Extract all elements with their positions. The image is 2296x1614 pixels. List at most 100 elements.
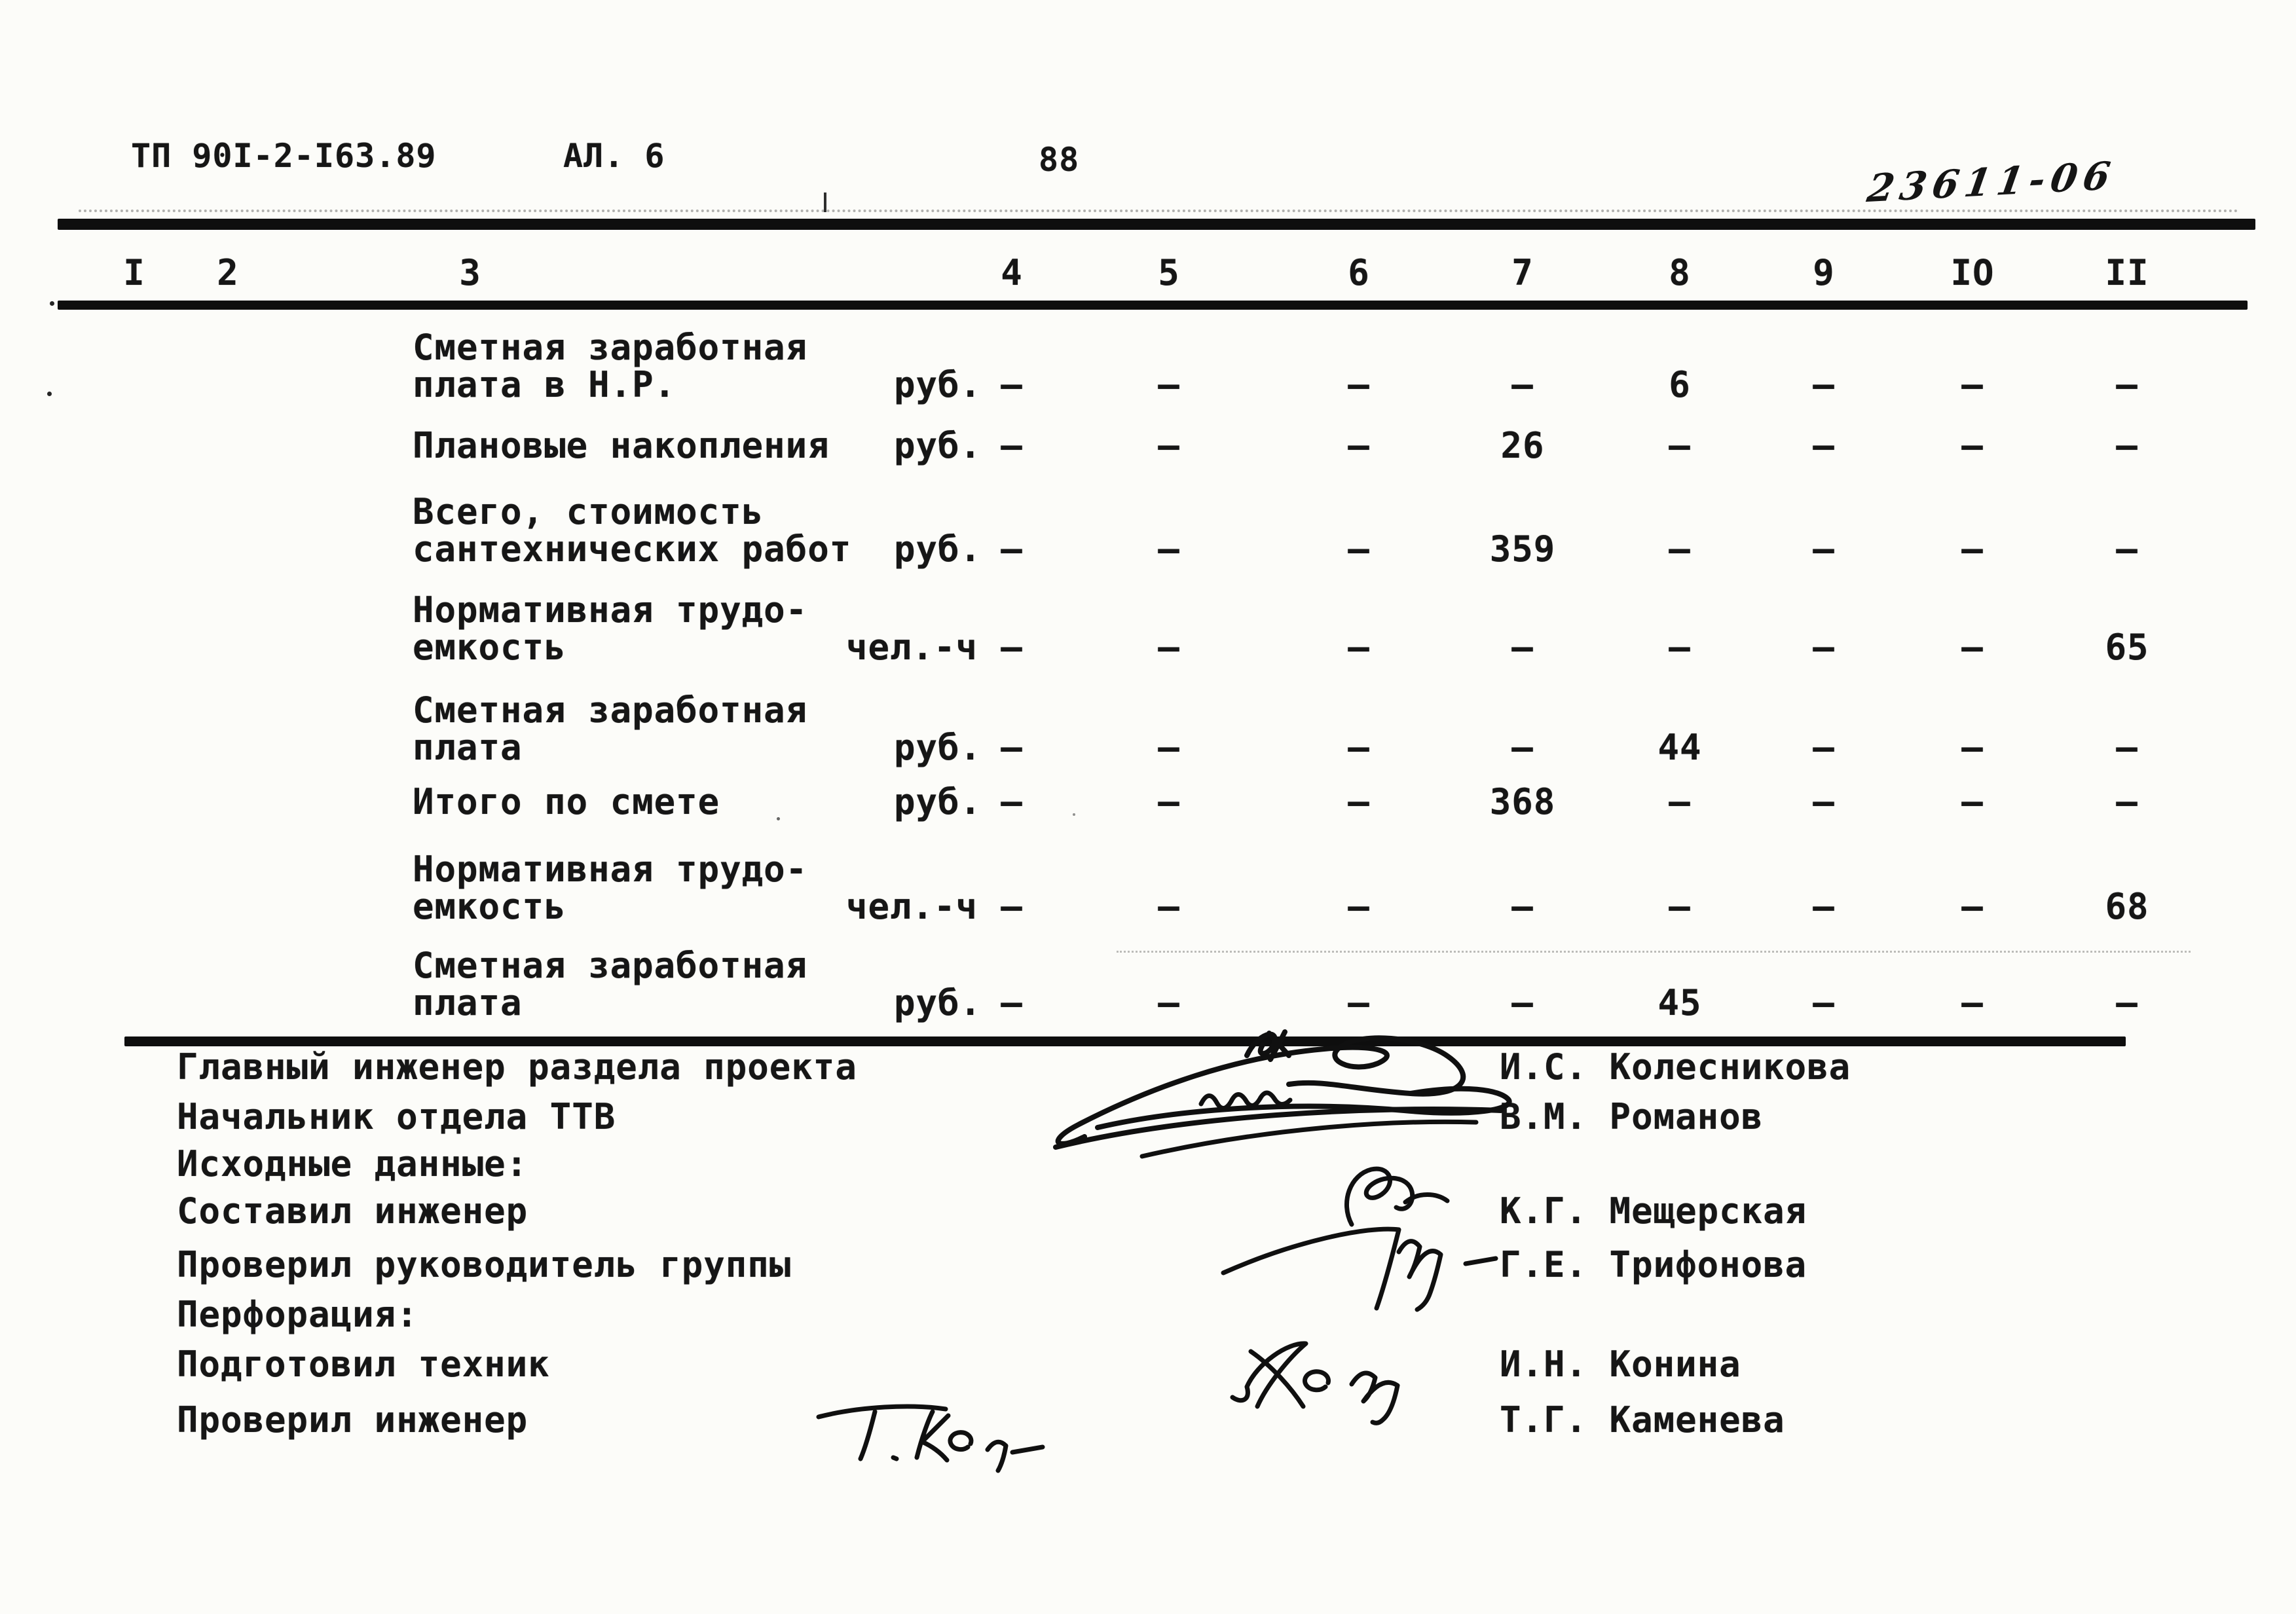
- column-number: 8: [1669, 252, 1691, 293]
- row-value-cell: –: [1813, 727, 1835, 768]
- row-label-line: сантехнических работ: [413, 528, 852, 570]
- row-value-cell: 68: [2105, 886, 2149, 927]
- row-label-line: плата: [413, 982, 523, 1023]
- signatory-role: Подготовил техник: [177, 1344, 550, 1385]
- column-number: II: [2105, 252, 2149, 293]
- doc-code: ТП 90I-2-I63.89: [131, 137, 437, 175]
- row-value-cell: –: [1158, 627, 1180, 668]
- row-value-cell: –: [1961, 364, 1984, 405]
- row-value-cell: 6: [1669, 364, 1691, 405]
- signatory-role: Составил инженер: [177, 1190, 528, 1232]
- signatory-role: Проверил руководитель группы: [177, 1244, 792, 1285]
- signatory-name: Г.Е. Трифонова: [1500, 1244, 1807, 1285]
- row-value-cell: –: [1001, 425, 1023, 466]
- column-number: 6: [1348, 252, 1370, 293]
- row-value-cell: –: [1348, 886, 1370, 927]
- signatory-role: Проверил инженер: [177, 1399, 528, 1440]
- signatory-name: И.С. Колесникова: [1500, 1046, 1851, 1088]
- row-value-cell: –: [1961, 627, 1984, 668]
- row-label-line: емкость: [413, 627, 566, 668]
- row-value-cell: –: [1961, 425, 1984, 466]
- row-value-cell: –: [2116, 982, 2138, 1023]
- row-unit: руб.: [894, 364, 982, 405]
- row-value-cell: –: [1511, 886, 1534, 927]
- row-value-cell: –: [1669, 627, 1691, 668]
- row-value-cell: –: [2116, 781, 2138, 822]
- row-unit: руб.: [894, 425, 982, 466]
- row-value-cell: –: [1348, 727, 1370, 768]
- row-value-cell: –: [1158, 364, 1180, 405]
- row-value-cell: –: [1158, 781, 1180, 822]
- margin-dot: [50, 301, 54, 306]
- row-unit: руб.: [894, 781, 982, 822]
- row-label-line: Итого по смете: [413, 781, 720, 822]
- stray-dot: [777, 817, 780, 820]
- row-value-cell: –: [1669, 886, 1691, 927]
- row-value-cell: –: [1813, 781, 1835, 822]
- row-value-cell: –: [1961, 781, 1984, 822]
- row-value-cell: –: [1511, 627, 1534, 668]
- row-label-line: Нормативная трудо-: [413, 589, 808, 631]
- row-value-cell: –: [1001, 886, 1023, 927]
- row-unit: руб.: [894, 727, 982, 768]
- signatory-name: В.М. Романов: [1500, 1096, 1764, 1137]
- signatory-name: К.Г. Мещерская: [1500, 1190, 1807, 1232]
- signature-meshcherskaya: [1344, 1166, 1450, 1227]
- row-value-cell: –: [2116, 364, 2138, 405]
- row-label-line: Всего, стоимость: [413, 491, 764, 532]
- column-number: 9: [1813, 252, 1835, 293]
- column-number: 3: [459, 252, 481, 293]
- scan-noise-band: [79, 210, 2240, 212]
- row-value-cell: 65: [2105, 627, 2149, 668]
- row-value-cell: –: [1158, 528, 1180, 570]
- row-value-cell: –: [1669, 528, 1691, 570]
- row-value-cell: –: [1158, 727, 1180, 768]
- row-value-cell: 44: [1657, 727, 1702, 768]
- row-value-cell: –: [1001, 982, 1023, 1023]
- row-label-line: Плановые накопления: [413, 425, 830, 466]
- row-unit: чел.-ч: [846, 627, 978, 668]
- row-label-line: Сметная заработная: [413, 689, 808, 731]
- row-value-cell: –: [1001, 781, 1023, 822]
- row-value-cell: –: [1348, 425, 1370, 466]
- row-value-cell: –: [1001, 528, 1023, 570]
- row-value-cell: –: [1961, 886, 1984, 927]
- row-label-line: плата: [413, 727, 523, 768]
- signatory-role: Начальник отдела ТТВ: [177, 1096, 616, 1137]
- column-number: I: [123, 252, 145, 293]
- row-value-cell: –: [1669, 781, 1691, 822]
- row-value-cell: –: [1813, 528, 1835, 570]
- header-rule: [58, 301, 2248, 310]
- row-value-cell: 45: [1657, 982, 1702, 1023]
- row-value-cell: –: [1813, 886, 1835, 927]
- row-value-cell: –: [2116, 425, 2138, 466]
- margin-dot: [47, 392, 52, 396]
- row-value-cell: –: [1348, 528, 1370, 570]
- row-value-cell: –: [1158, 425, 1180, 466]
- row-value-cell: –: [1669, 425, 1691, 466]
- column-number: 7: [1511, 252, 1534, 293]
- row-value-cell: –: [1511, 364, 1534, 405]
- signature-trifonova: [1221, 1226, 1498, 1312]
- signature-konina: [1230, 1341, 1400, 1425]
- row-value-cell: –: [1961, 982, 1984, 1023]
- signatory-name: И.Н. Конина: [1500, 1344, 1741, 1385]
- faint-dotted-separator: [1117, 951, 2191, 953]
- row-value-cell: 26: [1500, 425, 1545, 466]
- handwritten-archive-code: 23611-06: [1864, 153, 2119, 211]
- row-value-cell: 359: [1489, 528, 1556, 570]
- top-rule: [58, 219, 2255, 230]
- row-label-line: емкость: [413, 886, 566, 927]
- row-value-cell: –: [1961, 727, 1984, 768]
- row-value-cell: –: [1813, 425, 1835, 466]
- row-unit: руб.: [894, 528, 982, 570]
- row-value-cell: –: [1001, 727, 1023, 768]
- row-label-line: Сметная заработная: [413, 327, 808, 368]
- signatory-role: Перфорация:: [177, 1294, 418, 1335]
- row-value-cell: –: [1961, 528, 1984, 570]
- row-value-cell: –: [1158, 886, 1180, 927]
- signatory-role: Главный инженер раздела проекта: [177, 1046, 857, 1088]
- stray-dot: [1073, 813, 1075, 816]
- column-number: 4: [1001, 252, 1023, 293]
